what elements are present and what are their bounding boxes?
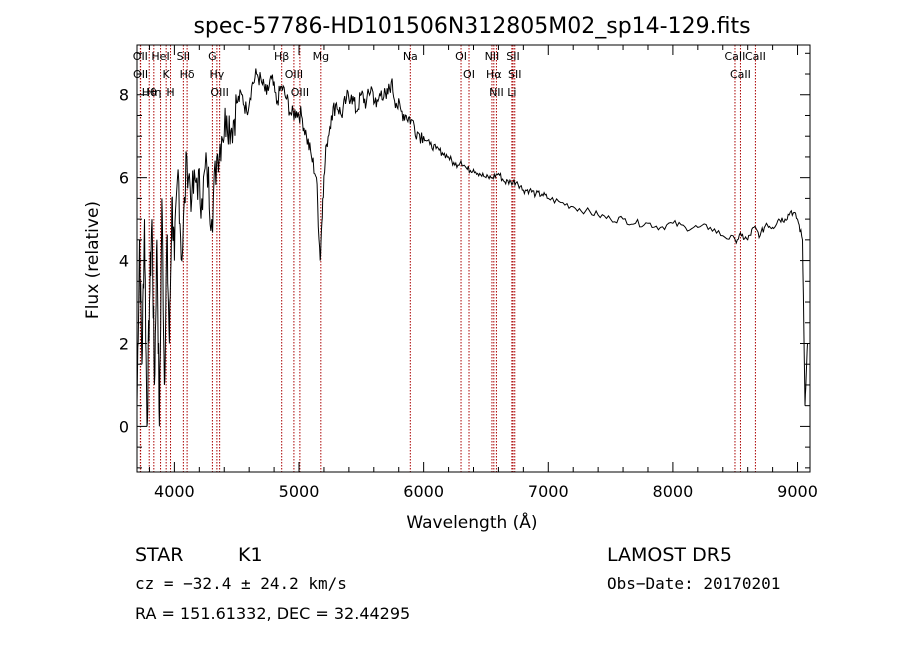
line-label-5175: Mg [313,50,329,63]
x-tick-label: 4000 [154,482,195,501]
x-tick-label: 5000 [279,482,320,501]
y-axis: 0 2 4 6 8 [119,52,810,469]
object-class: STAR [135,544,183,566]
line-label-8662: CaII [745,50,766,63]
y-tick-label: 6 [119,169,129,188]
line-label-4072: SII [177,50,190,63]
line-label-3969: H [166,86,174,99]
survey-name: LAMOST DR5 [607,544,732,566]
line-label-4305: G [208,50,217,63]
line-label-3835: Hη [146,86,161,99]
x-axis-label: Wavelength (Å) [406,511,537,533]
line-label-6300: OI [455,50,467,63]
x-tick-label: 6000 [403,482,444,501]
x-tick-label: 8000 [653,482,694,501]
line-label-8498: CaII [725,50,746,63]
line-label-4363: OIII [210,86,228,99]
line-label-6548: NII [485,50,500,63]
line-id-markers [139,45,756,472]
x-tick-label: 7000 [528,482,569,501]
line-label-4341: Hγ [209,68,224,81]
line-label-6708: Li [507,86,516,99]
y-tick-label: 8 [119,86,129,105]
line-label-8542: CaII [730,68,751,81]
line-label-5893: Na [403,50,418,63]
line-label-5007: OIII [291,86,309,99]
y-tick-label: 0 [119,417,129,436]
observation-date: Obs−Date: 20170201 [607,574,780,593]
y-tick-label: 4 [119,252,129,271]
line-label-6717: SII [506,50,519,63]
line-label-6364: OI [463,68,475,81]
plot-frame [136,44,811,473]
line-label-6563: Hα [486,68,502,81]
line-label-6731: SII [508,68,521,81]
x-axis: 4000 5000 6000 7000 8000 9000 [148,45,818,501]
y-tick-label: 2 [119,334,129,353]
line-label-6584: NII [489,86,504,99]
coordinates: RA = 151.61332, DEC = 32.44295 [135,604,410,623]
line-label-3798: Hθ [142,86,157,99]
line-label-4102: Hδ [180,68,195,81]
redshift-velocity: cz = −32.4 ± 24.2 km/s [135,574,347,593]
line-label-4861: Hβ [274,50,289,63]
line-label-3727: OII [133,50,148,63]
line-label-3889: HeI [151,50,169,63]
line-label-4959: OIII [285,68,303,81]
spectral-subclass: K1 [238,544,263,566]
line-label-3934: K [163,68,171,81]
spectrum-line [136,68,808,427]
chart-title: spec-57786-HD101506N312805M02_sp14-129.f… [193,14,750,39]
x-tick-label: 9000 [777,482,818,501]
y-axis-label: Flux (relative) [83,201,103,319]
